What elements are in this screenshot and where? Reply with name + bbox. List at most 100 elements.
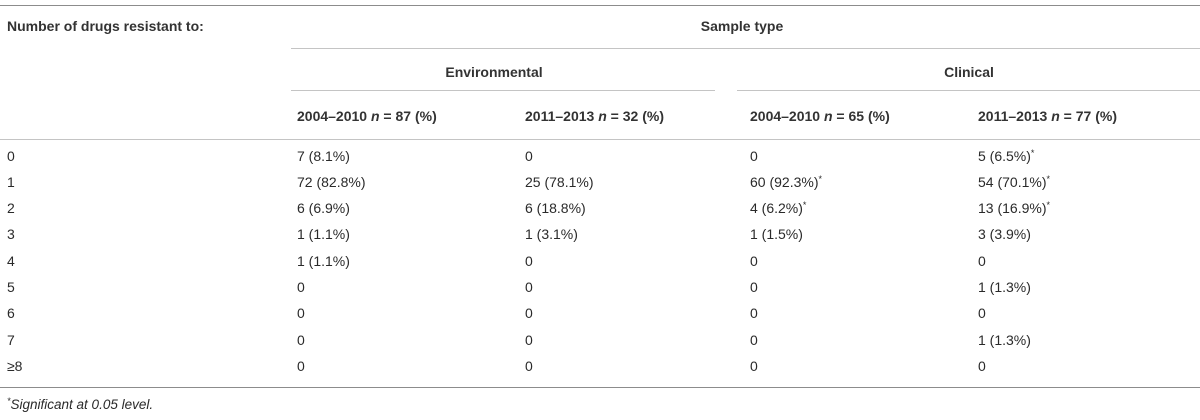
footnote-text: Significant at 0.05 level. bbox=[10, 397, 154, 412]
column-n-symbol: n bbox=[1051, 108, 1060, 124]
cell-value: 72 (82.8%) bbox=[297, 174, 366, 190]
column-equals: = bbox=[383, 108, 392, 124]
table-cell: 13 (16.9%)* bbox=[978, 200, 1050, 216]
column-header: 2004–2010 n = 65 (%) bbox=[750, 108, 890, 124]
row-label: 7 bbox=[7, 332, 15, 348]
table-cell: 1 (1.3%) bbox=[978, 279, 1031, 295]
cell-value: 0 bbox=[525, 253, 533, 269]
environmental-underline bbox=[291, 90, 715, 91]
cell-value: 0 bbox=[525, 332, 533, 348]
table-cell: 0 bbox=[750, 253, 758, 269]
column-years: 2011–2013 bbox=[525, 108, 595, 124]
cell-value: 1 (1.5%) bbox=[750, 226, 803, 242]
table-cell: 0 bbox=[297, 305, 305, 321]
cell-value: 25 (78.1%) bbox=[525, 174, 594, 190]
table-cell: 0 bbox=[750, 305, 758, 321]
column-equals: = bbox=[836, 108, 845, 124]
table-cell: 1 (1.1%) bbox=[297, 226, 350, 242]
table-cell: 0 bbox=[978, 305, 986, 321]
group-header-environmental: Environmental bbox=[445, 64, 543, 80]
column-n-symbol: n bbox=[598, 108, 607, 124]
significance-mark: * bbox=[802, 200, 807, 210]
cell-value: 1 (3.1%) bbox=[525, 226, 578, 242]
column-n-symbol: n bbox=[370, 108, 380, 124]
cell-value: 1 (1.3%) bbox=[978, 279, 1031, 295]
sample-type-header: Sample type bbox=[700, 18, 784, 34]
significance-mark: * bbox=[1046, 174, 1050, 184]
column-n-value: 65 bbox=[848, 108, 865, 124]
row-header: Number of drugs resistant to: bbox=[7, 18, 204, 34]
cell-value: 0 bbox=[525, 358, 533, 374]
table-cell: 0 bbox=[525, 148, 533, 164]
column-equals: = bbox=[1063, 108, 1072, 124]
column-years: 2004–2010 bbox=[750, 108, 821, 124]
clinical-underline bbox=[737, 90, 1200, 91]
table-cell: 1 (3.1%) bbox=[525, 226, 578, 242]
row-label: 0 bbox=[7, 148, 15, 164]
table-cell: 0 bbox=[297, 279, 305, 295]
cell-value: 0 bbox=[525, 305, 533, 321]
cell-value: 0 bbox=[750, 253, 758, 269]
table-cell: 1 (1.5%) bbox=[750, 226, 803, 242]
column-n-value: 77 bbox=[1075, 108, 1092, 124]
cell-value: 1 (1.1%) bbox=[297, 226, 350, 242]
table-cell: 0 bbox=[978, 358, 986, 374]
header-rule bbox=[0, 139, 1200, 140]
cell-value: 60 (92.3%) bbox=[750, 174, 819, 190]
table-cell: 7 (8.1%) bbox=[297, 148, 350, 164]
column-header: 2011–2013 n = 32 (%) bbox=[525, 108, 664, 124]
cell-value: 0 bbox=[750, 358, 758, 374]
cell-value: 0 bbox=[297, 305, 305, 321]
table-cell: 0 bbox=[525, 332, 533, 348]
table-cell: 0 bbox=[750, 332, 758, 348]
column-n-value: 32 bbox=[622, 108, 639, 124]
significance-mark: * bbox=[1030, 148, 1035, 158]
column-pct: (%) bbox=[414, 108, 437, 124]
cell-value: 0 bbox=[297, 332, 305, 348]
sample-type-underline bbox=[291, 48, 1200, 49]
table-cell: 6 (18.8%) bbox=[525, 200, 586, 216]
cell-value: 0 bbox=[525, 148, 533, 164]
table-cell: 1 (1.3%) bbox=[978, 332, 1031, 348]
row-label: 2 bbox=[7, 200, 15, 216]
table-cell: 60 (92.3%)* bbox=[750, 174, 822, 190]
row-label: 6 bbox=[7, 305, 15, 321]
table-cell: 0 bbox=[525, 279, 533, 295]
column-n-symbol: n bbox=[823, 108, 833, 124]
column-equals: = bbox=[610, 108, 619, 124]
table-cell: 4 (6.2%)* bbox=[750, 200, 806, 216]
cell-value: 0 bbox=[978, 358, 986, 374]
cell-value: 0 bbox=[750, 305, 758, 321]
table-cell: 0 bbox=[525, 305, 533, 321]
group-header-clinical: Clinical bbox=[944, 64, 994, 80]
cell-value: 4 (6.2%) bbox=[750, 200, 803, 216]
column-pct: (%) bbox=[1095, 108, 1117, 124]
row-label: ≥8 bbox=[7, 358, 23, 374]
footnote: *Significant at 0.05 level. bbox=[7, 396, 153, 412]
column-header: 2011–2013 n = 77 (%) bbox=[978, 108, 1117, 124]
significance-mark: * bbox=[1046, 200, 1050, 210]
top-rule bbox=[0, 5, 1200, 6]
table-cell: 0 bbox=[978, 253, 986, 269]
column-pct: (%) bbox=[642, 108, 664, 124]
row-label: 3 bbox=[7, 226, 15, 242]
table-cell: 0 bbox=[750, 148, 758, 164]
row-label: 1 bbox=[7, 174, 15, 190]
table-cell: 5 (6.5%)* bbox=[978, 148, 1034, 164]
cell-value: 0 bbox=[750, 148, 758, 164]
cell-value: 0 bbox=[297, 358, 305, 374]
table-cell: 3 (3.9%) bbox=[978, 226, 1031, 242]
table-cell: 1 (1.1%) bbox=[297, 253, 350, 269]
table-cell: 54 (70.1%)* bbox=[978, 174, 1050, 190]
table-cell: 6 (6.9%) bbox=[297, 200, 350, 216]
footnote-mark: * bbox=[7, 396, 11, 406]
cell-value: 54 (70.1%) bbox=[978, 174, 1047, 190]
cell-value: 0 bbox=[978, 305, 986, 321]
cell-value: 1 (1.1%) bbox=[297, 253, 350, 269]
cell-value: 0 bbox=[978, 253, 986, 269]
column-years: 2004–2010 bbox=[297, 108, 368, 124]
row-label: 5 bbox=[7, 279, 15, 295]
bottom-rule bbox=[0, 387, 1200, 388]
table-cell: 0 bbox=[750, 279, 758, 295]
cell-value: 0 bbox=[750, 332, 758, 348]
